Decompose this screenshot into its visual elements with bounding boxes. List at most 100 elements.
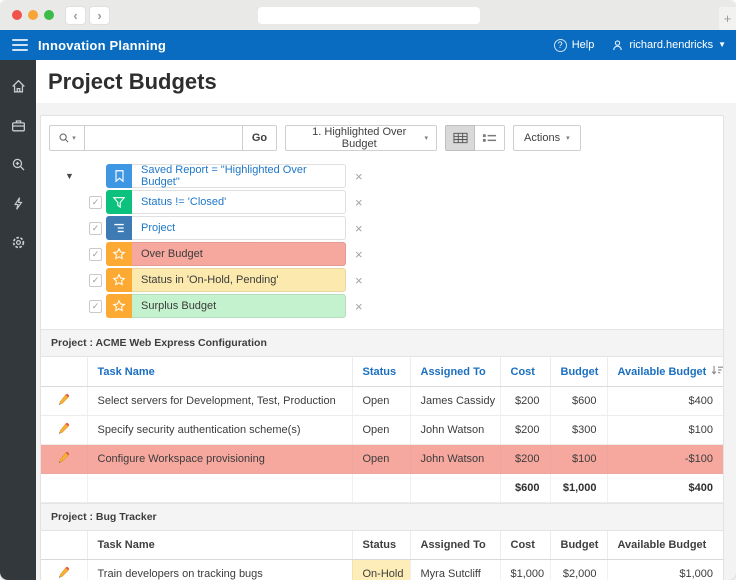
column-header-cost[interactable]: Cost (499, 357, 550, 387)
column-header-assigned-to[interactable]: Assigned To (409, 531, 500, 560)
filter-pill[interactable]: Project (106, 216, 346, 240)
filter-pill[interactable]: Status != 'Closed' (106, 190, 346, 214)
chevron-down-icon: ▾ (424, 134, 428, 142)
filter-checkbox-cell: ✓ (89, 299, 106, 313)
maximize-window-button[interactable] (44, 10, 54, 20)
sidebar-item-zoom-in[interactable] (6, 152, 30, 176)
user-name: richard.hendricks (629, 39, 714, 51)
remove-filter-icon[interactable]: × (355, 168, 363, 184)
page-title: Project Budgets (48, 68, 217, 94)
filter-checkbox-cell: ✓ (89, 221, 106, 235)
grid-view-button[interactable] (445, 125, 475, 151)
filter-enabled-checkbox[interactable]: ✓ (89, 247, 102, 261)
back-button[interactable]: ‹ (65, 5, 86, 25)
cost-cell: $200 (499, 444, 550, 474)
search-input[interactable] (85, 125, 243, 151)
task-name-cell: Configure Workspace provisioning (86, 444, 352, 474)
status-cell: Open (351, 386, 410, 416)
column-header-status[interactable]: Status (351, 531, 410, 560)
filter-row: ✓ Status in 'On-Hold, Pending' × (63, 267, 723, 293)
close-window-button[interactable] (12, 10, 22, 20)
column-header-label: Budget (560, 365, 599, 378)
budget-cell: $600 (549, 386, 607, 416)
filter-pill[interactable]: Surplus Budget (106, 294, 346, 318)
edit-column-header (41, 531, 87, 560)
sidebar-item-home[interactable] (6, 74, 30, 98)
column-header-task-name[interactable]: Task Name (86, 531, 352, 560)
help-label: Help (571, 39, 595, 51)
sidebar-item-briefcase[interactable] (6, 113, 30, 137)
column-header-available-budget[interactable]: Available Budget (606, 531, 723, 560)
cost-cell: $1,000 (499, 559, 550, 580)
budget-cell: $2,000 (549, 559, 607, 580)
filter-pill[interactable]: Status in 'On-Hold, Pending' (106, 268, 346, 292)
go-button[interactable]: Go (243, 125, 277, 151)
filter-enabled-checkbox[interactable]: ✓ (89, 195, 102, 209)
sidebar-item-lightning[interactable] (6, 191, 30, 215)
total-budget-cell: $1,000 (549, 473, 607, 503)
control-break-icon (106, 216, 132, 240)
remove-filter-icon[interactable]: × (355, 220, 363, 236)
star-icon (106, 294, 132, 318)
filter-row: ✓ Over Budget × (63, 241, 723, 267)
column-header-assigned-to[interactable]: Assigned To (409, 357, 500, 387)
remove-filter-icon[interactable]: × (355, 298, 363, 314)
assigned-to-cell: John Watson (409, 415, 500, 445)
filter-pill[interactable]: Saved Report = "Highlighted Over Budget" (106, 164, 346, 188)
column-header-task-name[interactable]: Task Name (86, 357, 352, 387)
actions-menu-button[interactable]: Actions ▾ (513, 125, 581, 151)
filter-label: Status in 'On-Hold, Pending' (132, 268, 346, 292)
app-header: Innovation Planning ? Help richard.hendr… (0, 30, 736, 60)
status-cell: On-Hold (351, 559, 410, 580)
remove-filter-icon[interactable]: × (355, 272, 363, 288)
remove-filter-icon[interactable]: × (355, 194, 363, 210)
report-settings-area: ▼ Saved Report = "Highlighted Over Budget… (41, 157, 723, 329)
edit-row-button[interactable] (41, 444, 87, 474)
help-link[interactable]: ? Help (553, 38, 595, 52)
chevron-down-icon: ▾ (566, 134, 570, 142)
sidebar-item-gear[interactable] (6, 230, 30, 254)
minimize-window-button[interactable] (28, 10, 38, 20)
edit-row-button[interactable] (41, 415, 87, 445)
interactive-report-region: ▾ Go 1. Highlighted Over Budget ▾ (40, 115, 724, 580)
budget-cell: $100 (549, 444, 607, 474)
edit-row-button[interactable] (41, 559, 87, 580)
column-header-status[interactable]: Status (351, 357, 410, 387)
column-header-cost[interactable]: Cost (499, 531, 550, 560)
available-budget-cell: $1,000 (606, 559, 723, 580)
column-header-label: Task Name (97, 539, 155, 551)
control-break-heading: Project : Bug Tracker (41, 503, 723, 531)
search-column-menu-button[interactable]: ▾ (49, 125, 85, 151)
single-row-view-button[interactable] (475, 125, 505, 151)
filter-label: Surplus Budget (132, 294, 346, 318)
filter-enabled-checkbox[interactable]: ✓ (89, 221, 102, 235)
table-row: Train developers on tracking bugs On-Hold… (41, 559, 723, 580)
filter-enabled-checkbox[interactable]: ✓ (89, 299, 102, 313)
url-bar[interactable] (258, 7, 480, 24)
column-header-label: Status (362, 365, 397, 378)
filters-expander-icon[interactable]: ▼ (65, 171, 74, 181)
page-title-bar: Project Budgets (36, 60, 736, 103)
new-tab-button[interactable]: + (719, 7, 736, 30)
filter-row: ▼ Saved Report = "Highlighted Over Budget… (63, 163, 723, 189)
edit-column-header (41, 357, 87, 387)
user-menu[interactable]: richard.hendricks ▼ (610, 38, 726, 52)
filter-row: ✓ Status != 'Closed' × (63, 189, 723, 215)
available-budget-cell: -$100 (606, 444, 723, 474)
forward-button[interactable]: › (89, 5, 110, 25)
hamburger-menu-icon[interactable] (12, 39, 28, 51)
column-header-label: Budget (560, 539, 599, 551)
filter-label: Over Budget (132, 242, 346, 266)
column-header-budget[interactable]: Budget (549, 357, 607, 387)
column-header-label: Cost (510, 539, 535, 551)
edit-row-button[interactable] (41, 386, 87, 416)
saved-report-select[interactable]: 1. Highlighted Over Budget ▾ (285, 125, 437, 151)
column-header-available-budget[interactable]: Available Budget (606, 357, 723, 387)
totals-spacer (351, 473, 410, 503)
filter-pill[interactable]: Over Budget (106, 242, 346, 266)
filter-enabled-checkbox[interactable]: ✓ (89, 273, 102, 287)
sort-descending-icon (712, 365, 723, 375)
column-header-budget[interactable]: Budget (549, 531, 607, 560)
help-icon: ? (553, 38, 567, 52)
remove-filter-icon[interactable]: × (355, 246, 363, 262)
